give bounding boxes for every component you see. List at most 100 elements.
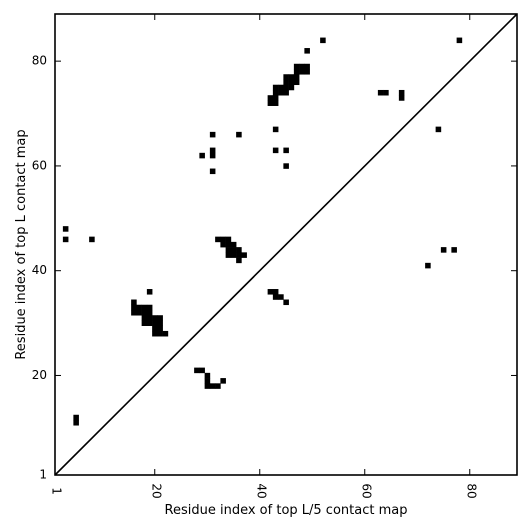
- plot-frame: [54, 13, 518, 476]
- contact-point: [278, 84, 284, 91]
- contact-point: [146, 289, 153, 295]
- x-tick-label: 80: [464, 483, 478, 498]
- contact-point: [146, 315, 153, 321]
- contact-point: [199, 152, 205, 159]
- contact-point: [272, 95, 279, 101]
- contact-point: [194, 367, 200, 374]
- contact-point: [62, 226, 69, 232]
- contact-point: [220, 236, 226, 243]
- contact-point: [141, 309, 148, 316]
- contact-point: [304, 63, 310, 70]
- contact-point: [157, 320, 163, 326]
- axis-ticks: 1 20 40 60 80 1 20 40 60 80: [32, 14, 517, 499]
- contact-point: [230, 247, 237, 253]
- contact-point: [425, 262, 431, 269]
- contact-point: [62, 236, 69, 243]
- diagonal-line: [54, 13, 518, 476]
- y-axis-label: Residue index of top L contact map: [14, 129, 29, 359]
- contact-point: [299, 63, 305, 70]
- contact-point: [288, 74, 295, 80]
- contact-point: [267, 289, 274, 295]
- plot-area: [54, 13, 518, 476]
- contact-point: [136, 309, 142, 316]
- contact-point: [230, 252, 237, 258]
- contact-point: [236, 252, 242, 258]
- contact-point: [131, 309, 137, 316]
- contact-point: [209, 131, 216, 138]
- contact-point: [299, 69, 305, 75]
- contact-point: [383, 89, 389, 96]
- contact-point: [220, 241, 226, 248]
- contact-point: [157, 325, 163, 332]
- contact-point: [272, 294, 279, 300]
- contact-point: [131, 304, 137, 311]
- contact-point: [136, 304, 142, 311]
- contact-point: [225, 247, 232, 253]
- contact-point: [209, 383, 216, 389]
- contact-point: [162, 330, 169, 337]
- contact-point: [152, 315, 158, 321]
- contact-point: [272, 100, 279, 106]
- y-tick-label: 40: [32, 263, 47, 277]
- contact-point: [157, 330, 163, 337]
- contact-point: [146, 309, 153, 316]
- contact-point: [73, 419, 79, 426]
- y-tick-label: 80: [32, 54, 47, 68]
- contact-point: [304, 48, 310, 54]
- contact-point: [204, 383, 211, 389]
- contact-point: [272, 147, 279, 154]
- contact-point: [73, 414, 79, 421]
- contact-point: [456, 37, 463, 44]
- contact-point: [283, 74, 289, 80]
- x-axis-label: Residue index of top L/5 contact map: [165, 503, 408, 518]
- contact-point: [215, 236, 221, 243]
- contact-point: [152, 330, 158, 337]
- contact-point: [283, 84, 289, 91]
- y-tick-label: 1: [39, 468, 47, 482]
- contact-point: [230, 241, 237, 248]
- contact-point: [283, 79, 289, 86]
- contact-point: [272, 89, 279, 96]
- contact-point: [152, 325, 158, 332]
- contact-point: [209, 168, 216, 175]
- contact-point: [241, 252, 247, 258]
- contact-point: [209, 147, 216, 154]
- contact-point: [293, 79, 300, 86]
- contact-point: [272, 84, 279, 91]
- x-tick-label: 60: [359, 483, 373, 498]
- contact-point: [293, 63, 300, 70]
- y-tick-label: 60: [32, 158, 47, 172]
- contact-point: [236, 247, 242, 253]
- contact-point: [435, 126, 442, 133]
- contact-point: [398, 95, 405, 101]
- x-tick-label: 20: [149, 483, 163, 498]
- contact-point: [278, 89, 284, 96]
- contact-point: [204, 378, 211, 384]
- contact-point: [398, 89, 405, 96]
- x-tick-label: 1: [50, 487, 64, 495]
- contact-point: [451, 247, 457, 253]
- contact-point: [283, 147, 289, 154]
- contact-point: [272, 126, 279, 133]
- contact-point: [236, 257, 242, 264]
- contact-point: [267, 95, 274, 101]
- contact-point: [278, 294, 284, 300]
- contact-point: [152, 320, 158, 326]
- contact-point: [141, 320, 148, 326]
- contact-point: [293, 74, 300, 80]
- contact-point: [199, 367, 205, 374]
- contact-point: [440, 247, 447, 253]
- contact-point: [320, 37, 326, 44]
- contact-point: [225, 241, 232, 248]
- contact-point: [377, 89, 384, 96]
- contact-point: [89, 236, 95, 243]
- contact-point: [283, 299, 289, 306]
- contact-point: [225, 252, 232, 258]
- contact-point: [209, 152, 216, 159]
- y-tick-label: 20: [32, 368, 47, 382]
- contact-points: [62, 37, 463, 426]
- contact-point: [141, 304, 148, 311]
- contact-point: [304, 69, 310, 75]
- contact-point: [131, 299, 137, 306]
- contact-point: [267, 100, 274, 106]
